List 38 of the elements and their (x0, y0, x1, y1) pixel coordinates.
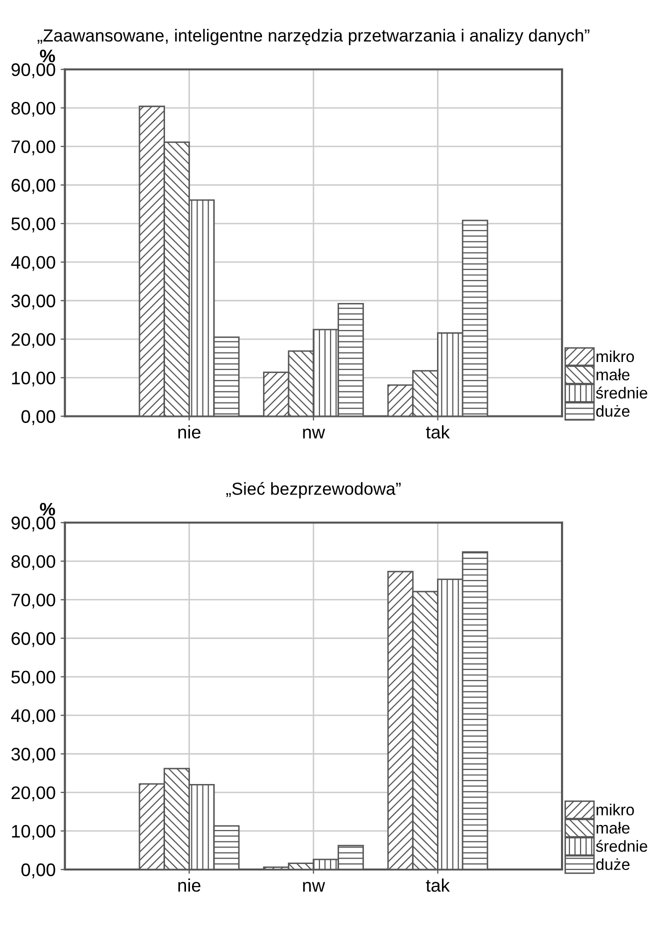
legend-label: małe (596, 368, 630, 380)
y-tick-label: 60,00 (12, 632, 56, 648)
legend-label: duże (596, 858, 630, 870)
y-tick-label: 70,00 (12, 140, 56, 156)
y-tick-label: 50,00 (11, 670, 56, 686)
y-tick-label: 10,00 (12, 824, 56, 840)
legend-label: małe (596, 822, 630, 834)
y-tick-label: 80,00 (11, 555, 56, 570)
legend-label: średnie (596, 840, 648, 852)
y-axis-title: % (40, 502, 56, 516)
y-tick-label: 50,00 (11, 217, 56, 232)
x-tick-label: tak (426, 878, 450, 892)
y-tick-label: 30,00 (11, 294, 56, 310)
legend-label: mikro (596, 350, 634, 362)
y-axis-title: % (40, 50, 56, 62)
x-tick-label: tak (426, 425, 450, 439)
chart-title: „Sieć bezprzewodowa” (226, 482, 401, 498)
y-tick-label: 0,00 (21, 410, 56, 426)
y-tick-label: 20,00 (12, 333, 56, 348)
x-tick-label: nw (303, 882, 326, 892)
y-tick-label: 60,00 (12, 178, 56, 194)
y-tick-label: 80,00 (11, 102, 56, 117)
x-tick-label: nie (178, 425, 200, 439)
x-tick-label: nie (178, 878, 200, 892)
chart-title: „Zaawansowane, inteligentne narzędzia przetwarzania i analizy danych” (38, 28, 590, 46)
legend-label: duże (596, 405, 630, 417)
x-tick-label: nw (303, 428, 326, 438)
legend-label: średnie (596, 386, 648, 399)
y-tick-label: 40,00 (11, 709, 56, 724)
y-tick-label: 20,00 (12, 786, 56, 802)
y-tick-label: 70,00 (12, 594, 56, 609)
legend-label: mikro (596, 804, 634, 816)
y-tick-label: 10,00 (12, 372, 56, 387)
y-tick-label: 30,00 (11, 748, 56, 763)
y-tick-label: 90,00 (12, 516, 56, 532)
y-tick-label: 90,00 (12, 63, 56, 78)
y-tick-label: 0,00 (21, 863, 56, 878)
y-tick-label: 40,00 (11, 256, 56, 271)
